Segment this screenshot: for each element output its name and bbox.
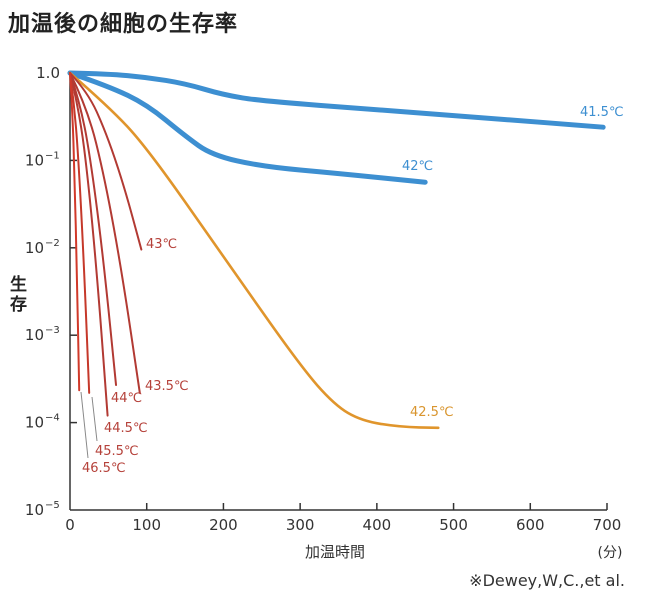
series-label: 43.5℃ (145, 379, 189, 394)
leader-line (91, 396, 98, 442)
y-tick-label: 10 (25, 239, 44, 257)
series-line (69, 72, 91, 394)
series-line (68, 71, 440, 430)
series-label: 45.5℃ (95, 444, 139, 459)
y-axis-label-char: 存 (10, 294, 27, 315)
x-tick-label: 600 (516, 516, 545, 534)
x-tick-label: 500 (439, 516, 468, 534)
y-tick-label: 10 (25, 326, 44, 344)
series-line (69, 72, 118, 387)
y-axis-label: 生存 (10, 274, 27, 315)
x-tick-label: 400 (363, 516, 392, 534)
y-tick-exponent: −3 (45, 325, 60, 336)
series-line (69, 72, 81, 392)
source-note: ※Dewey,W,C.,et al. (469, 571, 625, 590)
series-label: 44℃ (111, 391, 142, 406)
x-axis-unit: (分) (598, 545, 623, 561)
x-tick-label: 300 (286, 516, 315, 534)
curve-labels: 41.5℃ 42℃ 42.5℃ 43℃ 43.5℃44℃ 44.5℃ 45.5℃ 46.5℃ (80, 105, 624, 476)
series-line (69, 72, 109, 417)
x-tick-label: 200 (209, 516, 238, 534)
series-label: 44.5℃ (104, 421, 148, 436)
y-tick-label: 10 (25, 501, 44, 519)
series-label: 43℃ (146, 237, 177, 252)
series-label: 46.5℃ (82, 461, 126, 476)
x-tick-label: 700 (593, 516, 622, 534)
y-tick-exponent: −1 (45, 150, 60, 161)
y-axis-label-char: 生 (10, 274, 27, 295)
y-tick-label: 10 (25, 414, 44, 432)
series-line (69, 72, 143, 251)
y-tick-exponent: −2 (45, 238, 60, 249)
y-tick-label: 1.0 (36, 64, 60, 82)
leader-line (80, 391, 89, 459)
x-axis-label: 加温時間 (305, 543, 365, 561)
y-tick-label: 10 (25, 151, 44, 169)
y-tick-exponent: −4 (45, 413, 60, 424)
curves (67, 70, 606, 430)
chart-title: 加温後の細胞の生存率 (8, 12, 239, 37)
y-tick-exponent: −5 (45, 500, 60, 511)
series-label: 42℃ (402, 159, 433, 174)
x-tick-label: 100 (132, 516, 161, 534)
x-tick-label: 0 (65, 516, 75, 534)
series-label: 42.5℃ (410, 405, 454, 420)
series-line (67, 70, 428, 185)
series-line (67, 70, 606, 130)
series-label: 41.5℃ (580, 105, 624, 120)
series-line (69, 72, 141, 394)
